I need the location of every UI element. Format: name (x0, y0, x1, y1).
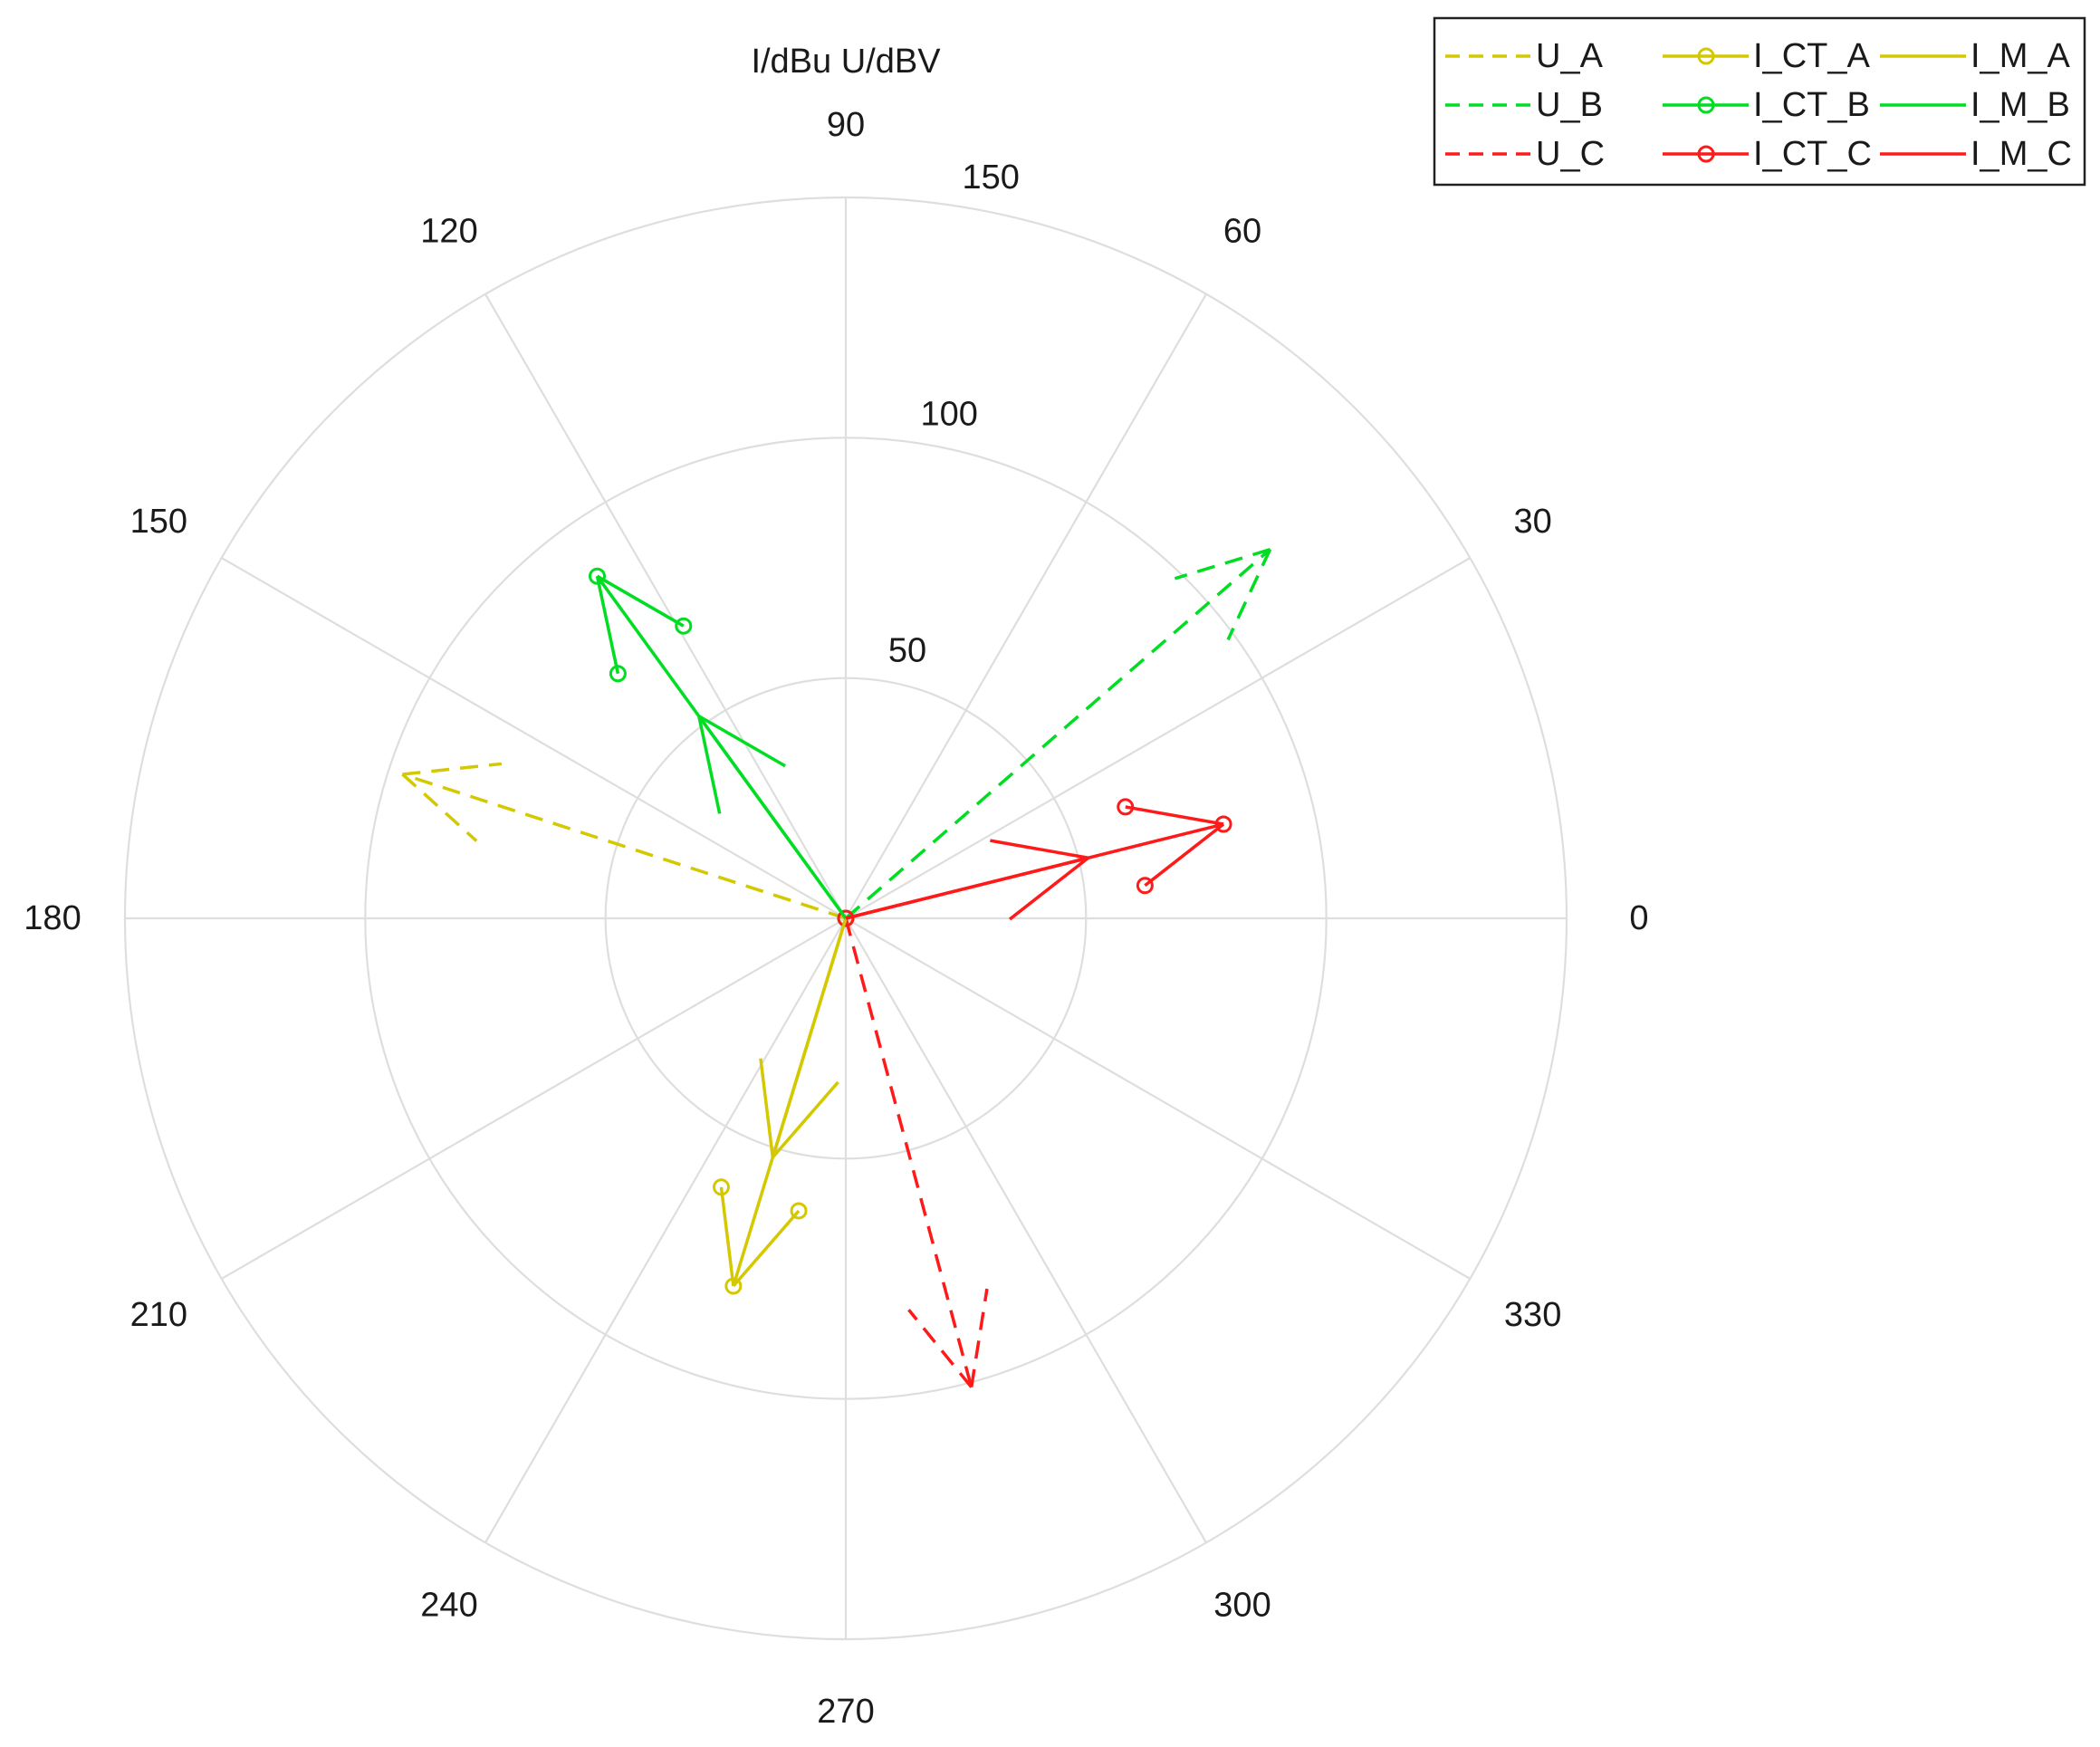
phasor-line (771, 917, 848, 1158)
phasor-line (844, 548, 1271, 920)
radius-tick-label-50: 50 (888, 632, 926, 670)
series-i-m-a (759, 917, 848, 1159)
grid-spoke-210 (221, 917, 847, 1280)
legend-marker-swatch (1697, 47, 1715, 65)
arrowhead-barb (732, 1209, 801, 1288)
marker-circle (724, 1277, 743, 1295)
arrowhead-barb (990, 839, 1089, 859)
phasor-line (845, 856, 1089, 920)
series-i-m-c (845, 839, 1089, 921)
legend-item-i-m-a: I_M_A (1880, 37, 2070, 75)
series-u-b (844, 547, 1272, 920)
grid-spoke-60 (845, 293, 1207, 919)
legend-item-i-m-c: I_M_C (1880, 135, 2072, 173)
radius-tick-label-150: 150 (963, 158, 1020, 197)
series-u-a (401, 762, 847, 920)
marker-circle (1136, 877, 1154, 895)
arrowhead-barb (402, 762, 503, 776)
arrowhead-barb (1226, 548, 1272, 641)
marker-circle-origin (837, 909, 855, 927)
arrowhead-barb (772, 1080, 839, 1159)
angle-tick-label-240: 240 (420, 1587, 477, 1625)
grid-spoke-30 (845, 557, 1471, 919)
legend-label: U_B (1536, 86, 1603, 124)
legend-item-i-m-b: I_M_B (1880, 86, 2070, 124)
series-u-c (844, 917, 989, 1388)
phasor-line (844, 917, 973, 1388)
angle-tick-label-330: 330 (1504, 1296, 1561, 1334)
legend-item-i-ct-c: I_CT_C (1663, 135, 1872, 173)
legend: U_A U_B U_C I_CT_A I_CT_B I_CT_C I_M_A I_M_B I_M… (1433, 16, 2086, 187)
grid-spoke-240 (484, 917, 847, 1543)
marker-circle (790, 1202, 808, 1220)
series-i-ct-a (712, 909, 855, 1295)
angle-tick-label-0: 0 (1629, 899, 1648, 937)
angle-tick-label-60: 60 (1223, 212, 1261, 250)
phasor-line (697, 715, 848, 920)
marker-circle (675, 617, 693, 635)
marker-circle (712, 1178, 730, 1196)
legend-label: U_A (1536, 37, 1604, 75)
arrowhead-barb (697, 715, 786, 768)
arrowhead-barb (596, 574, 685, 628)
legend-label: I_CT_C (1753, 135, 1872, 173)
arrowhead-barb (969, 1288, 989, 1387)
angle-tick-label-90: 90 (827, 106, 865, 144)
arrowhead-barb (1144, 822, 1225, 888)
marker-circle (1214, 815, 1232, 833)
legend-marker-swatch (1697, 96, 1715, 114)
arrowhead-barb (595, 575, 620, 675)
legend-box (1433, 16, 2086, 187)
marker-circle (1117, 798, 1135, 816)
arrowhead-barb (697, 715, 722, 814)
arrowhead-barb (401, 773, 478, 842)
polar-tick-labels: 0 30 60 90 120 150 180 210 240 270 300 330 50 100 150 (24, 106, 1648, 1731)
radial-axis-title: I/dBu U/dBV (751, 43, 941, 81)
arrowhead-barb (1125, 805, 1224, 826)
grid-spoke-300 (845, 917, 1207, 1543)
legend-label: I_M_A (1971, 37, 2070, 75)
arrowhead-barb (1008, 856, 1089, 921)
legend-item-u-b: U_B (1445, 86, 1603, 124)
arrowhead-barb (759, 1058, 775, 1158)
marker-circle (609, 665, 627, 683)
radius-tick-label-100: 100 (920, 395, 977, 433)
angle-tick-label-120: 120 (420, 212, 477, 250)
legend-label: I_CT_B (1753, 86, 1870, 124)
grid-spoke-150 (221, 557, 847, 919)
arrowhead-barb (1174, 547, 1271, 581)
legend-item-i-ct-b: I_CT_B (1663, 86, 1870, 124)
angle-tick-label-30: 30 (1513, 503, 1551, 541)
angle-tick-label-210: 210 (130, 1296, 187, 1334)
legend-item-i-ct-a: I_CT_A (1663, 37, 1870, 75)
legend-item-u-a: U_A (1445, 37, 1604, 75)
legend-item-u-c: U_C (1445, 135, 1605, 173)
angle-tick-label-180: 180 (24, 899, 81, 937)
angle-tick-label-270: 270 (817, 1693, 874, 1731)
angle-tick-label-150: 150 (130, 503, 187, 541)
series-i-m-b (697, 715, 848, 920)
legend-marker-swatch (1697, 145, 1715, 163)
arrowhead-barb (907, 1309, 973, 1388)
legend-label: I_CT_A (1753, 37, 1870, 75)
grid-spoke-120 (484, 293, 847, 919)
legend-label: I_M_C (1971, 135, 2072, 173)
legend-label: U_C (1536, 135, 1605, 173)
grid-spoke-330 (845, 917, 1471, 1280)
angle-tick-label-300: 300 (1213, 1587, 1271, 1625)
legend-label: I_M_B (1971, 86, 2070, 124)
polar-grid (123, 196, 1568, 1641)
phasor-line (401, 773, 847, 920)
marker-circle (589, 567, 607, 585)
phasor-series (401, 547, 1272, 1388)
arrowhead-barb (719, 1186, 735, 1287)
